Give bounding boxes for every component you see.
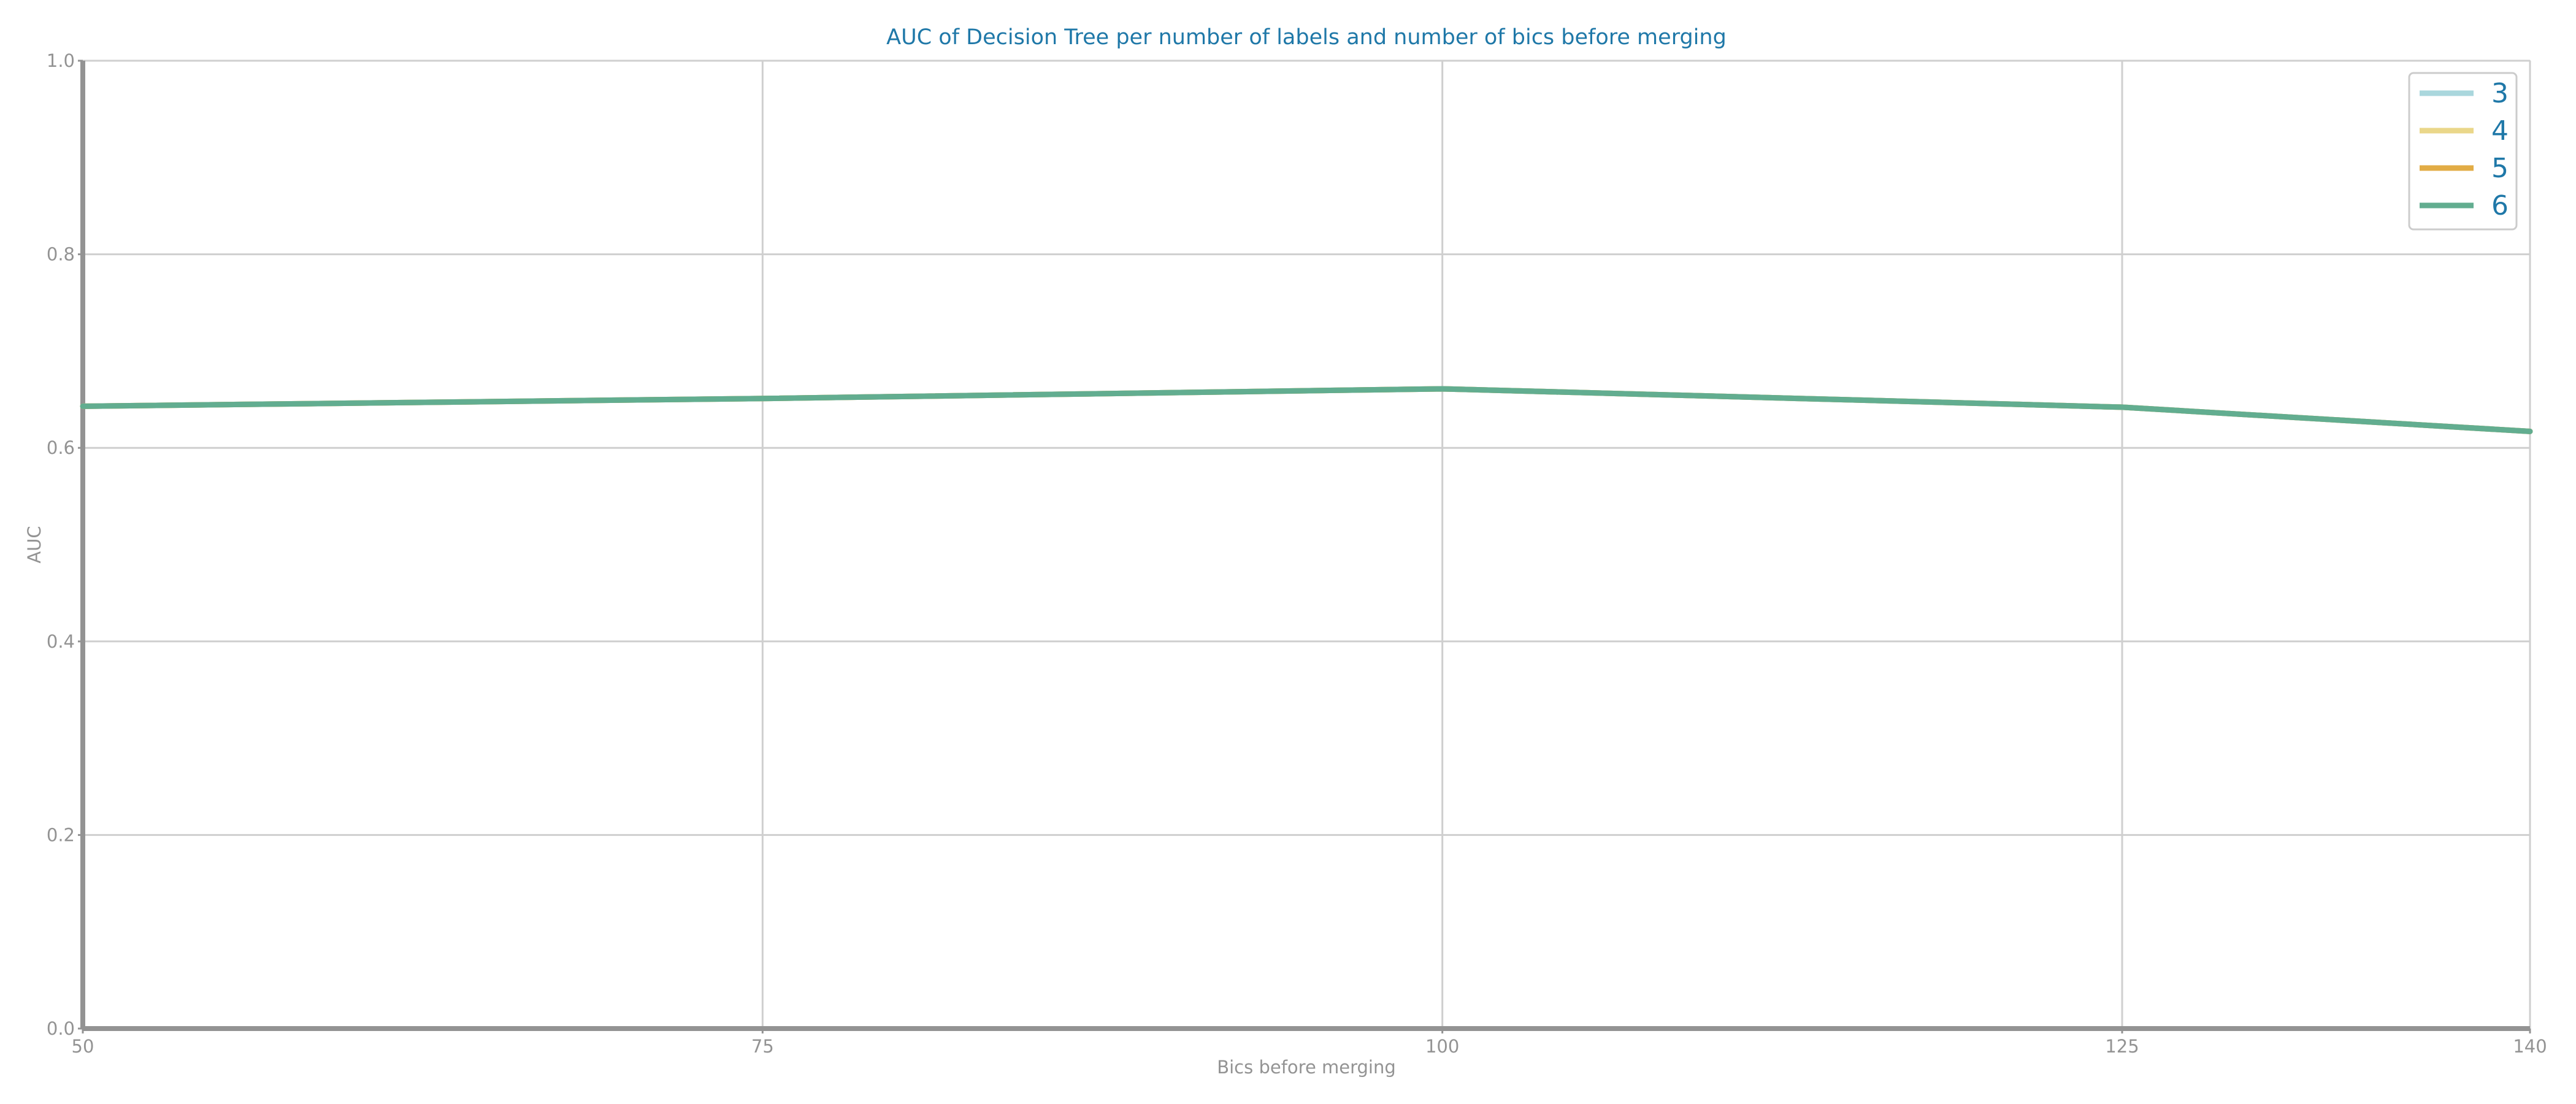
legend-label-3: 3	[2491, 78, 2509, 109]
x-axis-label: Bics before merging	[1217, 1057, 1396, 1078]
x-tick-label: 75	[751, 1036, 774, 1057]
y-tick-label: 1.0	[47, 50, 75, 71]
y-tick-label: 0.2	[47, 824, 75, 845]
y-tick-label: 0.6	[47, 437, 75, 458]
legend: 3 4 5 6	[2408, 72, 2518, 231]
tick-labels: 0.0 0.2 0.4 0.6 0.8 1.0 50 75 100 125 140	[47, 50, 2547, 1057]
x-tick-label: 100	[1425, 1036, 1459, 1057]
y-tick-label: 0.8	[47, 244, 75, 265]
grid-lines	[82, 59, 2531, 1030]
legend-label-5: 5	[2491, 153, 2509, 184]
y-tick-label: 0.4	[47, 631, 75, 652]
x-tick-label: 140	[2513, 1036, 2547, 1057]
x-tick-label: 125	[2105, 1036, 2139, 1057]
axes	[78, 59, 2531, 1033]
legend-label-6: 6	[2491, 190, 2509, 221]
y-axis-label: AUC	[24, 526, 45, 563]
plot-frame	[82, 60, 2531, 1029]
legend-items: 3 4 5 6	[2420, 78, 2509, 221]
legend-label-4: 4	[2491, 115, 2509, 147]
y-tick-label: 0.0	[47, 1018, 75, 1039]
chart-title: AUC of Decision Tree per number of label…	[886, 25, 1727, 50]
x-tick-label: 50	[72, 1036, 94, 1057]
series-line-6	[80, 386, 2533, 434]
series-lines	[80, 386, 2533, 434]
legend-box	[2408, 72, 2518, 231]
